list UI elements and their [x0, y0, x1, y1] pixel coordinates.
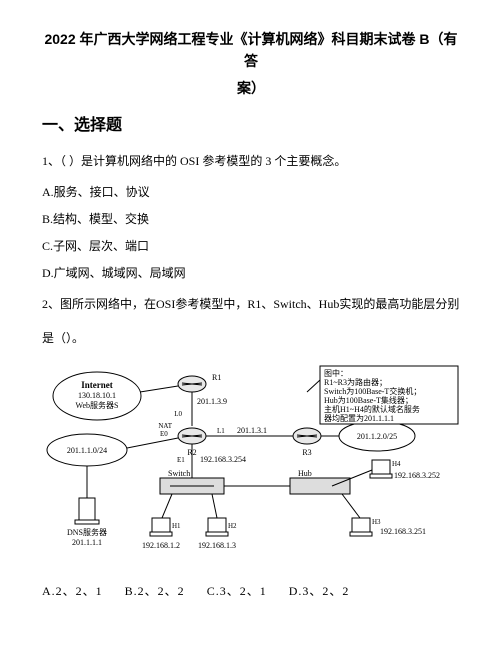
- q1-option-d: D.广域网、城域网、局域网: [42, 264, 460, 283]
- lbl-h1ip: 192.168.1.2: [142, 541, 180, 550]
- lbl-h3ip: 192.168.3.251: [380, 527, 426, 536]
- lbl-cloud-right: 201.1.2.0/25: [357, 432, 397, 441]
- lbl-h2: H2: [228, 522, 237, 530]
- q2-stem-line1: 2、图所示网络中，在OSI参考模型中，R1、Switch、Hub实现的最高功能层…: [42, 292, 460, 316]
- q1-option-a: A.服务、接口、协议: [42, 183, 460, 202]
- section-heading-choice: 一、选择题: [42, 113, 460, 139]
- lbl-nat: NAT: [158, 422, 172, 430]
- exam-title-line1: 2022 年广西大学网络工程专业《计算机网络》科目期末试卷 B（有答: [42, 28, 460, 73]
- lbl-internet: Internet: [81, 380, 113, 390]
- lbl-internet-ip: 130.18.10.1: [78, 391, 116, 400]
- exam-title-line2: 案）: [42, 77, 460, 99]
- lbl-h3: H3: [372, 518, 381, 526]
- lbl-l1: L1: [217, 427, 225, 435]
- lbl-cloud-left: 201.1.1.0/24: [67, 446, 107, 455]
- lbl-l0ip: 201.1.3.9: [197, 397, 227, 406]
- lbl-hub: Hub: [298, 469, 312, 478]
- q1-option-b: B.结构、模型、交换: [42, 210, 460, 229]
- lbl-h4: H4: [392, 460, 401, 468]
- lbl-note5: 主机H1~H4的默认域名服务: [324, 404, 420, 414]
- lbl-e0: E0: [160, 430, 168, 438]
- q2-stem-line2: 是（）。: [42, 326, 460, 350]
- q2-opt-d: D.3、2、2: [289, 584, 350, 598]
- lbl-e1: E1: [177, 456, 185, 464]
- q2-opt-b: B.2、2、2: [125, 584, 185, 598]
- lbl-l0: L0: [174, 410, 182, 418]
- lbl-dnsip: 201.1.1.1: [72, 538, 102, 547]
- lbl-h1: H1: [172, 522, 181, 530]
- lbl-20113: 201.1.3.1: [237, 426, 267, 435]
- q1-stem: 1、（ ）是计算机网络中的 OSI 参考模型的 3 个主要概念。: [42, 149, 460, 173]
- q2-opt-a: A.2、2、1: [42, 584, 103, 598]
- lbl-internet-sub: Web服务器S: [76, 400, 119, 410]
- lbl-note4: Hub为100Base-T集线器；: [324, 395, 413, 405]
- lbl-h2ip: 192.168.1.3: [198, 541, 236, 550]
- lbl-h4ip: 192.168.3.252: [394, 471, 440, 480]
- network-diagram: Internet 130.18.10.1 Web服务器S R1 L0 201.1…: [42, 360, 460, 570]
- q2-opt-c: C.3、2、1: [207, 584, 267, 598]
- lbl-note1: 图中：: [324, 368, 348, 378]
- lbl-note3: Switch为100Base-T交换机；: [324, 386, 421, 396]
- lbl-r3: R3: [302, 448, 311, 457]
- lbl-e1ip: 192.168.3.254: [200, 455, 246, 464]
- lbl-r1: R1: [212, 373, 221, 382]
- q2-answer-options: A.2、2、1 B.2、2、2 C.3、2、1 D.3、2、2: [42, 582, 460, 601]
- lbl-note2: R1~R3为路由器；: [324, 377, 387, 387]
- lbl-dns: DNS服务器: [67, 527, 107, 537]
- q1-option-c: C.子网、层次、端口: [42, 237, 460, 256]
- lbl-switch: Switch: [168, 469, 190, 478]
- lbl-note6: 器均配置为201.1.1.1: [324, 413, 394, 423]
